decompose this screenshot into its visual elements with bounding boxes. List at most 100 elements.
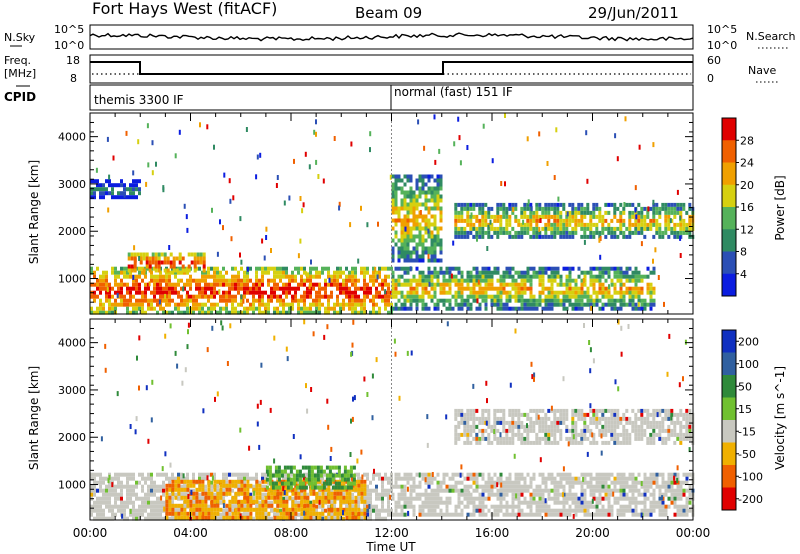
echo-pixel bbox=[210, 286, 213, 291]
echo-pixel bbox=[129, 191, 132, 196]
echo-pixel bbox=[384, 516, 387, 521]
echo-pixel bbox=[580, 504, 584, 509]
echo-pixel bbox=[601, 290, 605, 295]
echo-pixel bbox=[313, 473, 317, 478]
echo-pixel bbox=[475, 306, 479, 311]
echo-pixel bbox=[348, 290, 351, 295]
echo-pixel bbox=[93, 179, 96, 184]
echo-pixel bbox=[640, 298, 644, 303]
echo-pixel bbox=[213, 499, 217, 504]
echo-pixel bbox=[168, 245, 171, 250]
echo-pixel bbox=[312, 491, 316, 496]
echo-pixel bbox=[261, 274, 264, 279]
echo-pixel bbox=[102, 270, 105, 275]
echo-pixel bbox=[222, 294, 225, 299]
nave-label: Nave bbox=[748, 64, 776, 77]
echo-pixel bbox=[541, 480, 545, 485]
echo-pixel bbox=[391, 226, 395, 231]
echo-pixel bbox=[336, 294, 339, 299]
echo-pixel bbox=[357, 258, 360, 264]
echo-pixel bbox=[550, 298, 554, 303]
echo-pixel bbox=[360, 511, 364, 516]
echo-pixel bbox=[448, 270, 452, 275]
echo-pixel bbox=[366, 500, 369, 505]
echo-pixel bbox=[299, 196, 302, 201]
echo-pixel bbox=[225, 503, 229, 508]
echo-pixel bbox=[96, 516, 99, 521]
echo-pixel bbox=[338, 205, 341, 211]
echo-pixel bbox=[132, 484, 135, 489]
echo-pixel bbox=[291, 487, 295, 492]
echo-pixel bbox=[496, 504, 500, 509]
echo-pixel bbox=[283, 469, 287, 474]
echo-pixel bbox=[189, 294, 192, 299]
echo-pixel bbox=[655, 222, 659, 227]
echo-pixel bbox=[418, 492, 422, 497]
echo-pixel bbox=[487, 266, 491, 271]
echo-pixel bbox=[300, 278, 303, 283]
echo-pixel bbox=[598, 508, 602, 513]
echo-pixel bbox=[147, 492, 150, 497]
echo-pixel bbox=[291, 274, 294, 279]
echo-pixel bbox=[466, 512, 470, 517]
echo-pixel bbox=[622, 230, 626, 235]
echo-pixel bbox=[460, 214, 464, 219]
echo-pixel bbox=[138, 496, 141, 501]
echo-pixel bbox=[526, 306, 530, 311]
echo-pixel bbox=[628, 274, 632, 279]
echo-pixel bbox=[403, 250, 407, 255]
echo-pixel bbox=[511, 496, 515, 501]
echo-pixel bbox=[580, 290, 584, 295]
echo-pixel bbox=[469, 202, 473, 207]
echo-pixel bbox=[424, 194, 428, 199]
echo-pixel bbox=[397, 496, 401, 501]
echo-pixel bbox=[430, 480, 434, 485]
echo-pixel bbox=[601, 496, 605, 501]
echo-pixel bbox=[231, 266, 234, 271]
echo-pixel bbox=[321, 511, 325, 516]
echo-pixel bbox=[351, 282, 354, 287]
echo-pixel bbox=[556, 230, 560, 235]
echo-pixel bbox=[562, 282, 566, 287]
echo-pixel bbox=[246, 306, 249, 311]
echo-pixel bbox=[381, 496, 384, 501]
echo-pixel bbox=[354, 286, 357, 291]
echo-pixel bbox=[424, 504, 428, 509]
echo-pixel bbox=[340, 473, 344, 478]
echo-pixel bbox=[652, 234, 656, 239]
echo-pixel bbox=[252, 282, 255, 287]
echo-pixel bbox=[99, 516, 102, 521]
echo-pixel bbox=[147, 484, 150, 489]
echo-pixel bbox=[291, 499, 295, 504]
echo-pixel bbox=[616, 508, 620, 513]
echo-pixel bbox=[381, 508, 384, 513]
echo-pixel bbox=[544, 508, 548, 513]
echo-pixel bbox=[256, 154, 259, 160]
echo-pixel bbox=[207, 298, 210, 303]
echo-pixel bbox=[412, 206, 416, 211]
echo-pixel bbox=[649, 282, 653, 287]
echo-pixel bbox=[607, 290, 611, 295]
echo-pixel bbox=[349, 465, 353, 470]
echo-pixel bbox=[613, 234, 617, 239]
echo-pixel bbox=[466, 218, 470, 223]
echo-pixel bbox=[460, 306, 464, 311]
echo-pixel bbox=[114, 476, 117, 481]
echo-pixel bbox=[198, 503, 202, 508]
echo-pixel bbox=[378, 476, 381, 481]
echo-pixel bbox=[667, 210, 671, 215]
echo-pixel bbox=[168, 278, 171, 283]
echo-pixel bbox=[487, 282, 491, 287]
echo-pixel bbox=[111, 504, 114, 509]
echo-pixel bbox=[234, 515, 238, 520]
echo-pixel bbox=[553, 512, 557, 517]
echo-pixel bbox=[277, 477, 281, 482]
echo-pixel bbox=[430, 242, 434, 247]
echo-pixel bbox=[231, 488, 234, 493]
echo-pixel bbox=[505, 290, 509, 295]
echo-pixel bbox=[394, 230, 398, 235]
echo-pixel bbox=[652, 258, 654, 264]
noise-panel-frame bbox=[89, 24, 694, 50]
echo-pixel bbox=[165, 290, 168, 295]
echo-pixel bbox=[439, 270, 443, 275]
